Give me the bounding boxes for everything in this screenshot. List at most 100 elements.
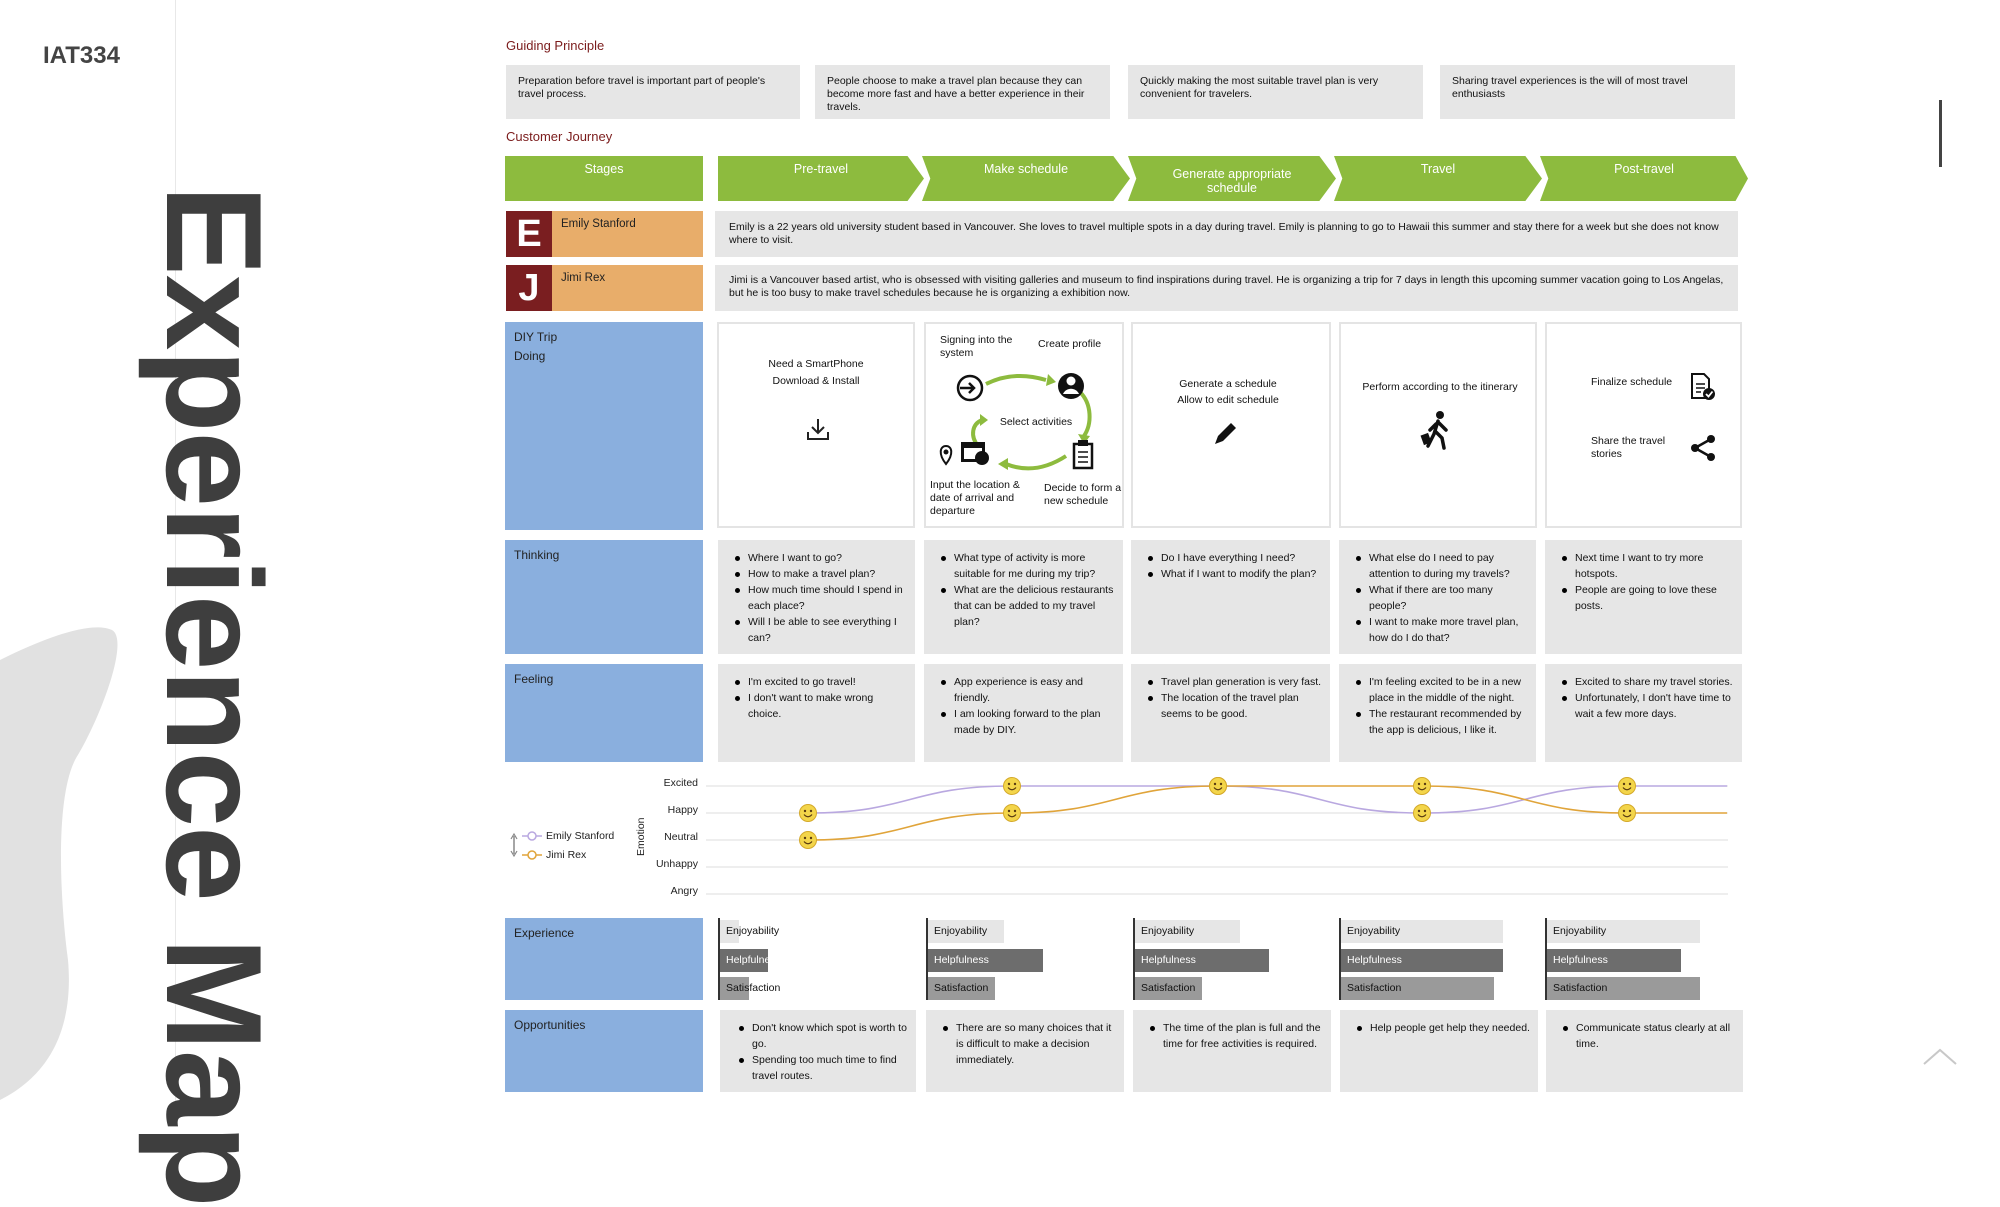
list-item: Will I be able to see everything I can? bbox=[735, 614, 907, 646]
stage-generate-schedule: Generate appropriate schedule bbox=[1128, 156, 1336, 201]
jimi-smiley-icon bbox=[1209, 777, 1227, 795]
list-item: Unfortunately, I don't have time to wait… bbox=[1562, 690, 1734, 722]
emily-smiley-icon bbox=[799, 804, 817, 822]
list-item: I'm feeling excited to be in a new place… bbox=[1356, 674, 1528, 706]
level-happy: Happy bbox=[667, 804, 698, 816]
legend-jimi: Jimi Rex bbox=[546, 849, 587, 861]
location-icon bbox=[939, 444, 953, 466]
enjoyability-bar: Enjoyability bbox=[1547, 920, 1700, 943]
stage-post-travel: Post-travel bbox=[1540, 156, 1748, 201]
persona-desc-emily: Emily is a 22 years old university stude… bbox=[715, 211, 1738, 257]
list-item: Where I want to go? bbox=[735, 550, 907, 566]
list-item: What if I want to modify the plan? bbox=[1148, 566, 1322, 582]
scroll-top-icon[interactable] bbox=[1922, 1040, 1958, 1074]
page-title: Experience Map bbox=[138, 185, 290, 1207]
select-activities-text: Select activities bbox=[999, 416, 1073, 428]
opportunities-travel: Help people get help they needed. bbox=[1340, 1010, 1538, 1092]
thinking-post-travel: Next time I want to try more hotspots. P… bbox=[1545, 540, 1742, 654]
jimi-smiley-icon bbox=[1618, 804, 1636, 822]
list-item: I'm excited to go travel! bbox=[735, 674, 907, 690]
enjoyability-bar: Enjoyability bbox=[1341, 920, 1504, 943]
customer-journey-title: Customer Journey bbox=[506, 129, 613, 144]
stages-label: Stages bbox=[505, 156, 703, 201]
document-check-icon bbox=[1691, 373, 1715, 400]
list-item: The time of the plan is full and the tim… bbox=[1150, 1020, 1323, 1052]
experience-cell: Enjoyability Helpfulness Satisfaction bbox=[1545, 918, 1744, 1000]
legend-markers bbox=[510, 831, 542, 860]
list-item: What if there are too many people? bbox=[1356, 582, 1528, 614]
level-angry: Angry bbox=[670, 885, 698, 897]
feeling-pre-travel: I'm excited to go travel! I don't want t… bbox=[718, 664, 915, 762]
opportunities-post-travel: Communicate status clearly at all time. bbox=[1546, 1010, 1743, 1092]
need-smartphone-text: Need a SmartPhone bbox=[768, 358, 864, 370]
decorative-blob bbox=[0, 627, 118, 1100]
feeling-generate: Travel plan generation is very fast. The… bbox=[1131, 664, 1330, 762]
feeling-label: Feeling bbox=[505, 664, 703, 762]
list-item: Do I have everything I need? bbox=[1148, 550, 1322, 566]
list-item: Help people get help they needed. bbox=[1357, 1022, 1530, 1034]
share-stories-text: Share the travel stories bbox=[1591, 435, 1666, 460]
list-item: People are going to love these posts. bbox=[1562, 582, 1734, 614]
share-icon[interactable] bbox=[1689, 434, 1717, 462]
doing-row-label: Doing bbox=[514, 349, 546, 363]
helpfulness-bar: Helpfulness bbox=[928, 948, 1043, 972]
jimi-smiley-icon bbox=[799, 831, 817, 849]
list-item: I don't want to make wrong choice. bbox=[735, 690, 907, 722]
opportunities-generate: The time of the plan is full and the tim… bbox=[1133, 1010, 1331, 1092]
list-item: Next time I want to try more hotspots. bbox=[1562, 550, 1734, 582]
principle-box: Quickly making the most suitable travel … bbox=[1128, 65, 1423, 119]
level-excited: Excited bbox=[663, 777, 698, 789]
enjoyability-bar: Enjoyability bbox=[928, 920, 1005, 943]
doing-pre-travel: Need a SmartPhone Download & Install bbox=[717, 322, 915, 528]
list-item: App experience is easy and friendly. bbox=[941, 674, 1115, 706]
thinking-make-schedule: What type of activity is more suitable f… bbox=[924, 540, 1123, 654]
list-item: How much time should I spend in each pla… bbox=[735, 582, 907, 614]
signin-text: Signing into the system bbox=[940, 334, 1013, 359]
guiding-principle-title: Guiding Principle bbox=[506, 38, 605, 53]
emily-emotion-line bbox=[807, 785, 1727, 814]
decide-schedule-text: Decide to form a new schedule bbox=[1044, 482, 1122, 507]
scroll-indicator[interactable] bbox=[1939, 100, 1942, 167]
download-install-text: Download & Install bbox=[772, 375, 860, 387]
helpfulness-bar: Helpfulness bbox=[1135, 948, 1269, 972]
list-item: The location of the travel plan seems to… bbox=[1148, 690, 1322, 722]
experience-label: Experience bbox=[505, 918, 703, 1000]
create-profile-text: Create profile bbox=[1038, 338, 1102, 350]
satisfaction-bar: Satisfaction bbox=[1341, 977, 1494, 1000]
brand-label: IAT334 bbox=[43, 42, 120, 69]
persona-desc-jimi: Jimi is a Vancouver based artist, who is… bbox=[715, 265, 1738, 311]
feeling-travel: I'm feeling excited to be in a new place… bbox=[1339, 664, 1536, 762]
list-item: Excited to share my travel stories. bbox=[1562, 676, 1733, 688]
enjoyability-bar: Enjoyability bbox=[720, 920, 779, 943]
input-location-text: Input the location & date of arrival and… bbox=[930, 479, 1020, 517]
stage-pre-travel: Pre-travel bbox=[718, 156, 924, 201]
list-item: I want to make more travel plan, how do … bbox=[1356, 614, 1528, 646]
persona-name-emily: Emily Stanford bbox=[552, 211, 703, 257]
list-item: What type of activity is more suitable f… bbox=[941, 550, 1115, 582]
thinking-travel: What else do I need to pay attention to … bbox=[1339, 540, 1536, 654]
signin-icon bbox=[956, 374, 984, 402]
level-neutral: Neutral bbox=[664, 831, 698, 843]
doing-post-travel: Finalize schedule Share the travel stori… bbox=[1545, 322, 1742, 528]
thinking-label: Thinking bbox=[505, 540, 703, 654]
list-item: Don't know which spot is worth to go. bbox=[739, 1022, 907, 1050]
jimi-smiley-icon bbox=[1003, 804, 1021, 822]
thinking-generate: Do I have everything I need? What if I w… bbox=[1131, 540, 1330, 654]
satisfaction-bar: Satisfaction bbox=[1547, 977, 1700, 1000]
enjoyability-bar: Enjoyability bbox=[1135, 920, 1241, 943]
list-item: I am looking forward to the plan made by… bbox=[941, 706, 1115, 738]
list-item: Spending too much time to find travel ro… bbox=[739, 1052, 908, 1084]
emily-smiley-icon bbox=[1618, 777, 1636, 795]
emily-smiley-icon bbox=[1413, 804, 1431, 822]
legend-emily: Emily Stanford bbox=[546, 830, 615, 842]
opportunities-pre-travel: Don't know which spot is worth to go. Sp… bbox=[720, 1010, 916, 1092]
thinking-pre-travel: Where I want to go? How to make a travel… bbox=[718, 540, 915, 654]
doing-label: DIY Trip Doing bbox=[505, 322, 703, 530]
stage-make-schedule: Make schedule bbox=[922, 156, 1130, 201]
edit-schedule-text: Allow to edit schedule bbox=[1177, 394, 1279, 406]
list-item: How to make a travel plan? bbox=[735, 566, 907, 582]
doing-travel: Perform according to the itinerary bbox=[1339, 322, 1537, 528]
doing-generate: Generate a schedule Allow to edit schedu… bbox=[1131, 322, 1331, 528]
satisfaction-bar: Satisfaction bbox=[928, 977, 995, 1000]
helpfulness-bar: Helpfulness bbox=[1547, 948, 1681, 972]
